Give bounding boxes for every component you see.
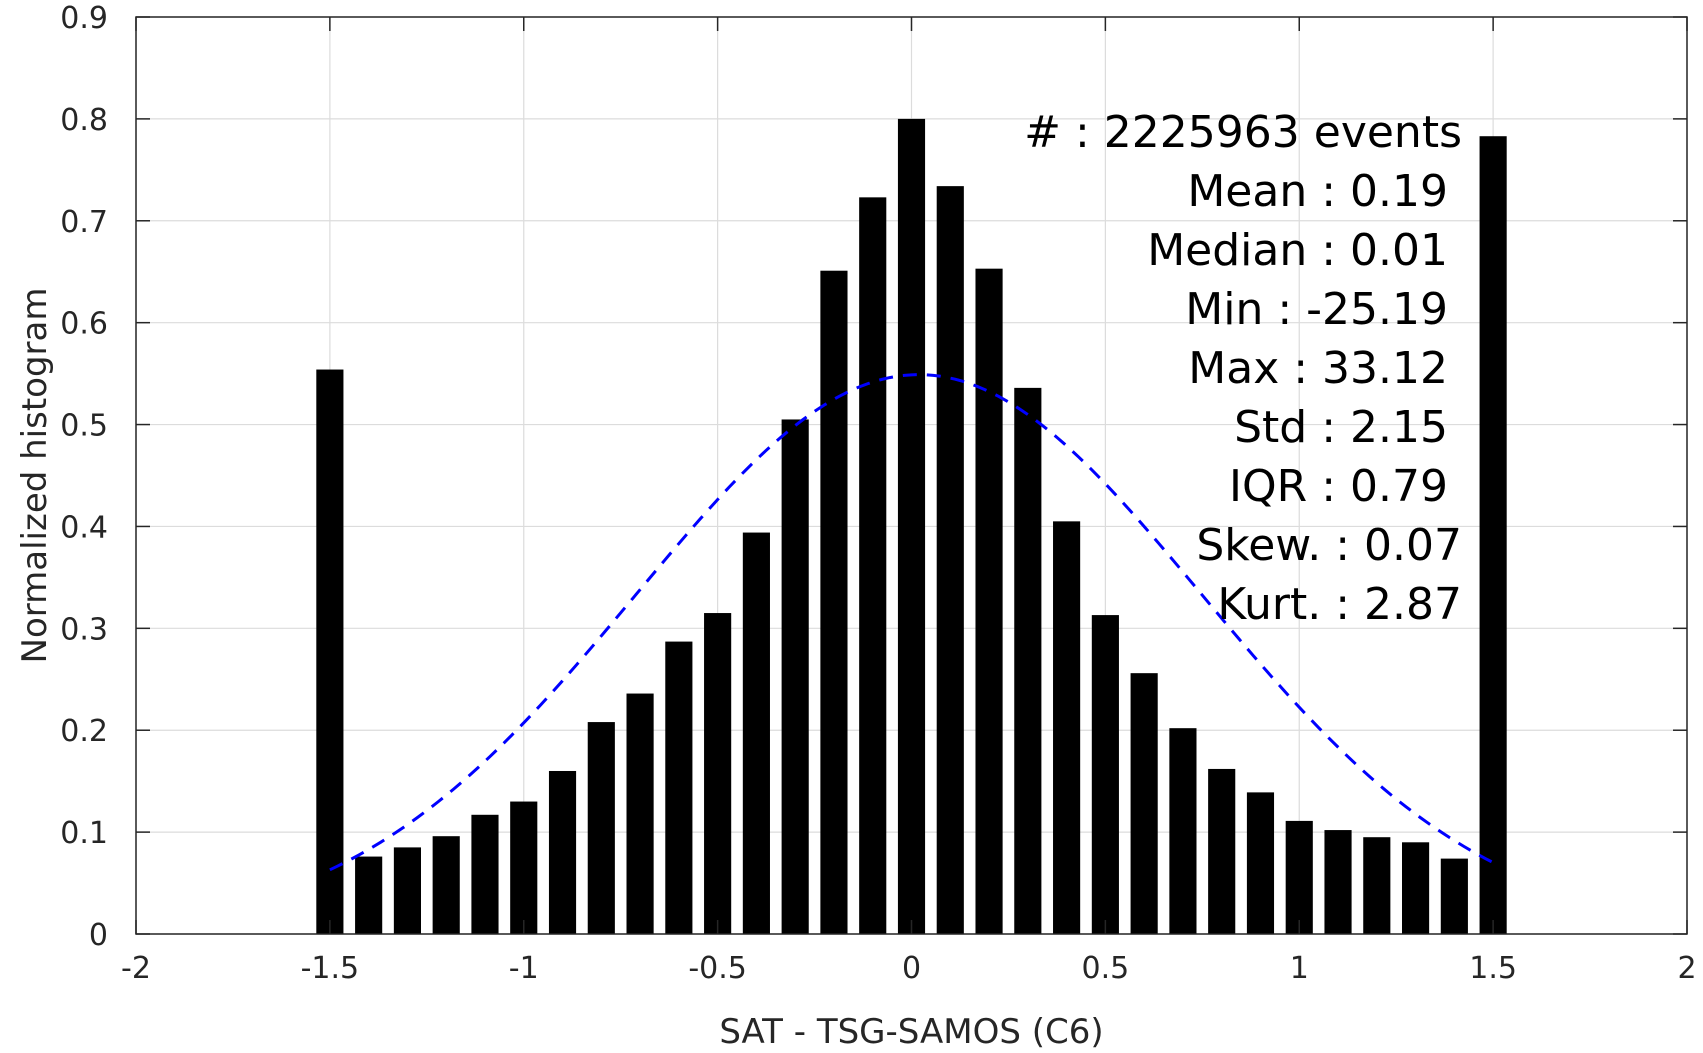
histogram-bar <box>1091 615 1119 934</box>
x-tick-label: -1 <box>509 951 539 986</box>
histogram-bar <box>1053 521 1081 934</box>
histogram-bar <box>1169 728 1197 934</box>
histogram-bar <box>1208 768 1236 934</box>
histogram-bar <box>432 836 460 934</box>
histogram-bar <box>1402 842 1430 934</box>
stat-iqr: IQR : 0.79 <box>1229 461 1448 512</box>
stat-max: Max : 33.12 <box>1188 343 1448 394</box>
y-tick-label: 0.1 <box>60 816 108 851</box>
y-tick-label: 0.5 <box>60 409 108 444</box>
histogram-bar <box>1363 837 1391 934</box>
x-tick-label: -2 <box>121 951 151 986</box>
histogram-bar <box>742 532 770 934</box>
stats-annotation: # : 2225963 events Mean : 0.19 Median : … <box>1024 107 1462 630</box>
histogram-bar <box>704 613 732 934</box>
y-tick-label: 0.4 <box>60 510 108 545</box>
histogram-bar <box>1324 830 1352 934</box>
x-tick-label: -1.5 <box>301 951 360 986</box>
stat-median: Median : 0.01 <box>1147 225 1448 276</box>
x-tick-label: 1 <box>1290 951 1309 986</box>
histogram-bar <box>548 770 577 934</box>
histogram-bar <box>1285 820 1313 934</box>
histogram-bar <box>1130 673 1158 934</box>
x-tick-label: 0 <box>902 951 921 986</box>
histogram-bar <box>355 856 383 934</box>
histogram-bars <box>316 118 1507 935</box>
stat-kurt: Kurt. : 2.87 <box>1217 579 1462 630</box>
histogram-bar <box>393 847 421 934</box>
histogram-bar <box>1440 858 1468 934</box>
stat-skew: Skew. : 0.07 <box>1196 520 1462 571</box>
histogram-bar <box>316 369 344 935</box>
histogram-bar <box>820 270 848 934</box>
histogram-bar <box>626 693 654 934</box>
y-tick-label: 0.2 <box>60 714 108 749</box>
x-tick-label: 2 <box>1677 951 1696 986</box>
y-tick-label: 0.8 <box>60 103 108 138</box>
y-tick-label: 0.7 <box>60 205 108 240</box>
x-tick-label: 1.5 <box>1469 951 1517 986</box>
y-tick-label: 0.9 <box>60 1 108 36</box>
stat-mean: Mean : 0.19 <box>1187 166 1448 217</box>
x-axis-ticks: -2 -1.5 -1 -0.5 0 0.5 1 1.5 2 <box>121 17 1697 986</box>
y-axis-label: Normalized histogram <box>15 288 55 664</box>
histogram-bar <box>975 268 1003 935</box>
histogram-bar <box>936 186 964 934</box>
stat-std: Std : 2.15 <box>1234 402 1448 453</box>
histogram-bar <box>1479 136 1507 934</box>
y-tick-label: 0 <box>89 918 108 953</box>
histogram-bar <box>1014 387 1042 934</box>
y-tick-label: 0.3 <box>60 612 108 647</box>
histogram-bar <box>665 641 693 934</box>
x-tick-label: 0.5 <box>1082 951 1130 986</box>
histogram-bar <box>781 419 809 934</box>
stat-events: # : 2225963 events <box>1024 107 1462 158</box>
y-axis-ticks: 0 0.1 0.2 0.3 0.4 0.5 0.6 0.7 0.8 0.9 <box>60 1 1687 953</box>
histogram-bar <box>471 814 499 934</box>
fit-curve <box>329 373 1494 872</box>
histogram-bar <box>859 197 887 935</box>
x-axis-label: SAT - TSG-SAMOS (C6) <box>719 1012 1103 1052</box>
x-tick-label: -0.5 <box>688 951 747 986</box>
histogram-bar <box>587 722 615 934</box>
stat-min: Min : -25.19 <box>1185 284 1448 335</box>
histogram-bar <box>897 118 926 934</box>
histogram-bar <box>1246 792 1275 934</box>
histogram-bar <box>510 801 538 934</box>
y-tick-label: 0.6 <box>60 307 108 342</box>
